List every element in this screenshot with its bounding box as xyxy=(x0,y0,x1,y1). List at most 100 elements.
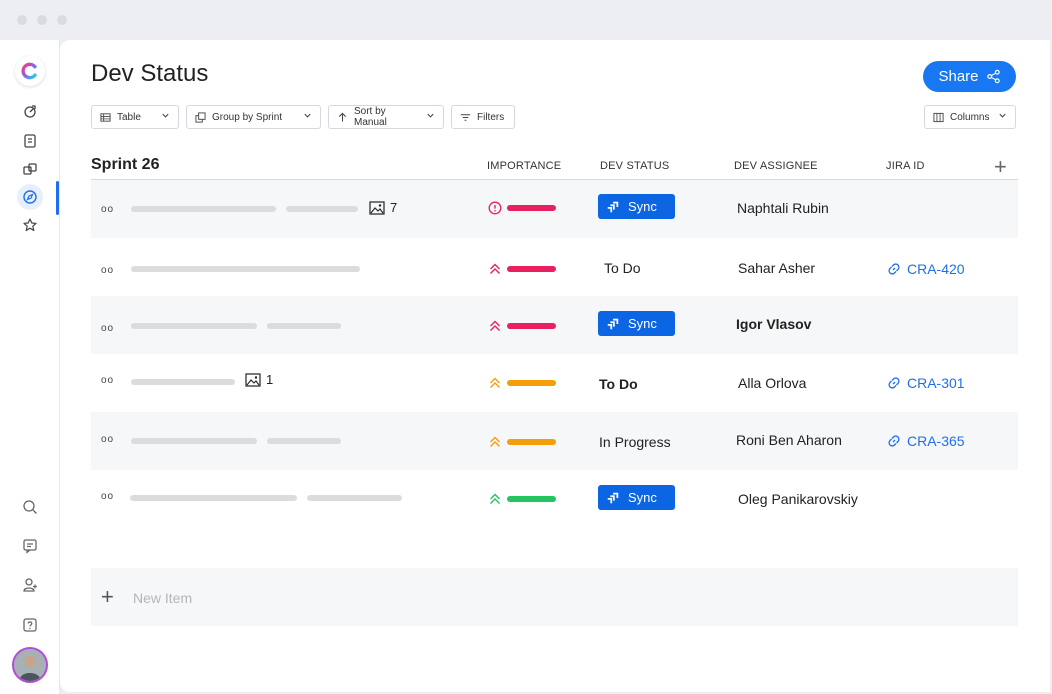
row-handle-icon[interactable]: oo xyxy=(101,204,115,215)
column-header-jira-id[interactable]: JIRA ID xyxy=(886,160,925,172)
row-handle-icon[interactable]: oo xyxy=(101,375,115,386)
importance-critical[interactable] xyxy=(488,200,558,216)
importance-medium[interactable] xyxy=(488,375,558,391)
sync-button[interactable]: Sync xyxy=(598,194,675,219)
importance-medium[interactable] xyxy=(488,434,558,450)
column-header-dev-status[interactable]: DEV STATUS xyxy=(600,160,670,172)
double-chevron-up-icon xyxy=(490,493,500,504)
table-row[interactable]: oo Sync Igor Vlasov xyxy=(91,296,1018,354)
jira-icon xyxy=(607,492,619,503)
row-handle-icon[interactable]: oo xyxy=(101,434,115,445)
filters-button[interactable]: Filters xyxy=(451,105,515,129)
add-column-button[interactable]: + xyxy=(994,154,1007,179)
view-select[interactable]: Table xyxy=(91,105,179,129)
attachment-count[interactable]: 1 xyxy=(245,372,273,387)
column-header-dev-assignee[interactable]: DEV ASSIGNEE xyxy=(734,160,818,172)
columns-label: Columns xyxy=(950,111,990,123)
chevron-down-icon xyxy=(426,111,435,123)
share-button[interactable]: Share xyxy=(923,61,1016,92)
title-placeholder xyxy=(131,266,360,272)
title-placeholder xyxy=(286,206,358,212)
new-item-row[interactable]: + New Item xyxy=(91,568,1018,626)
help-icon[interactable] xyxy=(17,612,43,638)
plus-icon: + xyxy=(101,584,114,609)
importance-high[interactable] xyxy=(488,261,558,277)
importance-bar xyxy=(507,380,556,386)
double-chevron-up-icon xyxy=(490,377,500,388)
jira-link[interactable]: CRA-365 xyxy=(887,433,965,449)
row-handle-icon[interactable]: oo xyxy=(101,265,115,276)
attachment-count-value: 1 xyxy=(266,372,274,387)
dev-status-value: Sync xyxy=(628,490,657,505)
sync-button[interactable]: Sync xyxy=(598,311,675,336)
title-placeholder xyxy=(131,206,276,212)
title-placeholder xyxy=(130,495,297,501)
table-row[interactable]: oo Sync Oleg Panikarovskiy xyxy=(91,470,1018,528)
dev-status-value: Sync xyxy=(628,199,657,214)
double-chevron-up-icon xyxy=(490,436,500,447)
window-dot[interactable] xyxy=(57,15,67,25)
jira-id-value: CRA-365 xyxy=(907,433,965,449)
alert-circle-icon xyxy=(488,201,502,215)
title-placeholder xyxy=(267,323,341,329)
importance-bar xyxy=(507,323,556,329)
view-label: Table xyxy=(117,111,141,123)
layers-icon[interactable] xyxy=(17,156,43,182)
dev-assignee[interactable]: Sahar Asher xyxy=(738,260,816,276)
dev-assignee[interactable]: Igor Vlasov xyxy=(736,316,812,332)
window-dot[interactable] xyxy=(37,15,47,25)
doc-icon[interactable] xyxy=(17,128,43,154)
jira-icon xyxy=(607,201,619,212)
table-row[interactable]: oo 7 Sync Naphtali Rubin xyxy=(91,180,1018,238)
star-icon[interactable] xyxy=(17,212,43,238)
row-handle-icon[interactable]: oo xyxy=(101,323,115,334)
sidebar xyxy=(0,40,60,694)
table-row[interactable]: oo 1 To Do Alla Orlova CRA-301 xyxy=(91,354,1018,412)
title-placeholder xyxy=(267,438,341,444)
image-icon xyxy=(245,372,261,387)
chevron-down-icon xyxy=(303,111,312,123)
dev-assignee[interactable]: Roni Ben Aharon xyxy=(736,432,842,448)
sort-select[interactable]: Sort by Manual xyxy=(328,105,444,129)
dev-status-value[interactable]: In Progress xyxy=(599,434,671,450)
image-icon xyxy=(369,200,385,215)
header-divider xyxy=(91,179,1018,180)
importance-high[interactable] xyxy=(488,318,558,334)
jira-link[interactable]: CRA-420 xyxy=(887,261,965,277)
attachment-count[interactable]: 7 xyxy=(369,200,397,215)
dev-status-value[interactable]: To Do xyxy=(604,260,641,276)
chat-icon[interactable] xyxy=(17,533,43,559)
dev-assignee[interactable]: Alla Orlova xyxy=(738,375,807,391)
group-title: Sprint 26 xyxy=(91,156,160,173)
clickup-logo[interactable] xyxy=(15,56,45,86)
dev-status-value[interactable]: To Do xyxy=(599,376,638,392)
title-bar xyxy=(0,0,1052,40)
dev-status-value: Sync xyxy=(628,316,657,331)
group-label: Group by Sprint xyxy=(212,111,283,123)
group-select[interactable]: Group by Sprint xyxy=(186,105,321,129)
compass-icon[interactable] xyxy=(17,184,43,210)
sync-button[interactable]: Sync xyxy=(598,485,675,510)
title-placeholder xyxy=(131,323,257,329)
dev-assignee[interactable]: Naphtali Rubin xyxy=(737,200,829,216)
columns-button[interactable]: Columns xyxy=(924,105,1016,129)
title-placeholder xyxy=(307,495,402,501)
table-row[interactable]: oo To Do Sahar Asher CRA-420 xyxy=(91,238,1018,296)
double-chevron-up-icon xyxy=(490,320,500,331)
table-row[interactable]: oo In Progress Roni Ben Aharon CRA-365 xyxy=(91,412,1018,470)
user-add-icon[interactable] xyxy=(17,572,43,598)
importance-bar xyxy=(507,205,556,211)
active-indicator xyxy=(56,181,59,215)
importance-low[interactable] xyxy=(488,491,558,507)
column-header-importance[interactable]: IMPORTANCE xyxy=(487,160,562,172)
row-handle-icon[interactable]: oo xyxy=(101,491,115,502)
chevron-down-icon xyxy=(998,111,1007,123)
search-icon[interactable] xyxy=(17,494,43,520)
jira-link[interactable]: CRA-301 xyxy=(887,375,965,391)
main-panel: Dev Status Share Table Group by Sprint S… xyxy=(60,40,1050,692)
dev-assignee[interactable]: Oleg Panikarovskiy xyxy=(738,491,858,507)
title-placeholder xyxy=(131,379,235,385)
rocket-icon[interactable] xyxy=(17,98,43,124)
avatar[interactable] xyxy=(12,647,48,683)
window-dot[interactable] xyxy=(17,15,27,25)
